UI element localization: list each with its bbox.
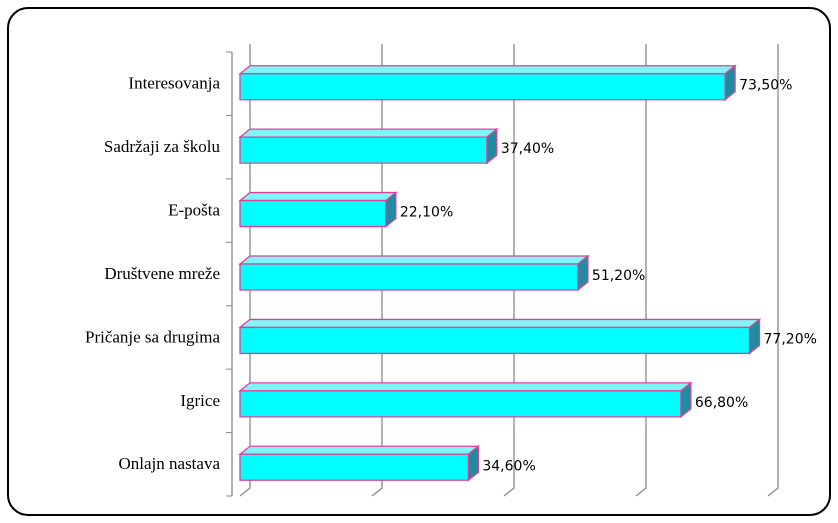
grid-line	[503, 44, 515, 497]
bar	[238, 318, 762, 355]
category-label: Onlajn nastava	[119, 454, 221, 473]
category-label: Igrice	[180, 391, 220, 410]
bar-top	[238, 191, 398, 202]
bar-front	[239, 73, 726, 101]
value-label: 34,60%	[482, 458, 535, 474]
value-label: 77,20%	[764, 331, 817, 347]
bar	[238, 381, 693, 419]
grid-line	[767, 44, 779, 497]
bar-front	[239, 199, 387, 228]
bar-front	[239, 326, 751, 355]
category-label: E-pošta	[168, 200, 220, 219]
category-label: Sadržaji za školu	[104, 137, 221, 156]
value-label: 73,50%	[739, 78, 792, 94]
bar	[238, 444, 481, 482]
category-label: Društvene mreže	[104, 264, 220, 283]
value-label: 51,20%	[592, 268, 645, 284]
bar-front	[239, 263, 579, 291]
bar-top	[238, 255, 590, 265]
bar	[238, 64, 737, 102]
category-label: Interesovanja	[128, 74, 220, 93]
bar	[238, 254, 590, 292]
bar-front	[239, 390, 682, 418]
category-label: Pričanje sa drugima	[85, 327, 220, 346]
bar-top	[238, 318, 762, 329]
bar-top	[238, 382, 693, 392]
bar-front	[239, 453, 470, 481]
bar-top	[238, 128, 499, 138]
grid-line	[635, 44, 647, 497]
bar-top	[238, 65, 737, 75]
bar-top	[238, 445, 481, 455]
bar-front	[239, 136, 488, 164]
value-label: 22,10%	[400, 205, 453, 221]
value-label: 66,80%	[695, 395, 748, 411]
bar	[238, 191, 398, 228]
bar	[238, 127, 499, 165]
value-label: 37,40%	[501, 141, 554, 157]
